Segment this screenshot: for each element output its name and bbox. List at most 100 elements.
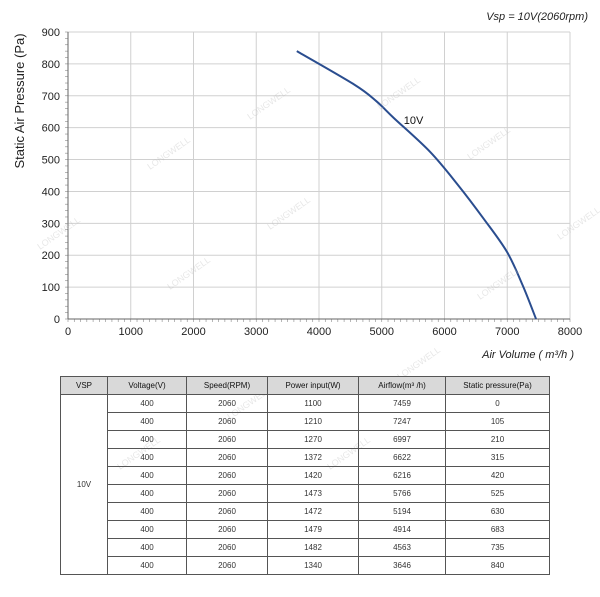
airflow-cell: 4563 <box>358 538 446 557</box>
table-row: 400 2060 1372 6622 315 <box>61 448 550 467</box>
table-row: 400 2060 1472 5194 630 <box>61 502 550 521</box>
chart-grid <box>67 31 571 320</box>
pressure-cell: 525 <box>445 484 550 503</box>
power-cell: 1372 <box>267 448 359 467</box>
power-cell: 1210 <box>267 412 359 431</box>
airflow-cell: 6622 <box>358 448 446 467</box>
x-axis-label: Air Volume ( m³/h ) <box>481 349 574 361</box>
y-tick-label: 300 <box>42 218 60 230</box>
x-tick-label: 5000 <box>370 326 394 338</box>
pressure-cell: 105 <box>445 412 550 431</box>
airflow-cell: 7247 <box>358 412 446 431</box>
y-tick-label: 100 <box>42 282 60 294</box>
chart-title: Vsp = 10V(2060rpm) <box>486 11 588 23</box>
header-voltage: Voltage(V) <box>107 376 187 395</box>
pressure-cell: 840 <box>445 556 550 575</box>
pressure-cell: 0 <box>445 394 550 413</box>
table-row: 400 2060 1479 4914 683 <box>61 520 550 539</box>
airflow-cell: 6997 <box>358 430 446 449</box>
header-pressure: Static pressure(Pa) <box>445 376 550 395</box>
chart-series: 10V <box>296 50 537 320</box>
header-power: Power input(W) <box>267 376 359 395</box>
x-tick-label: 0 <box>65 326 71 338</box>
airflow-cell: 7459 <box>358 394 446 413</box>
speed-cell: 2060 <box>186 430 268 449</box>
series-line-10V <box>296 50 537 320</box>
airflow-cell: 6216 <box>358 466 446 485</box>
x-tick-label: 2000 <box>181 326 205 338</box>
header-vsp: VSP <box>60 376 108 395</box>
voltage-cell: 400 <box>107 430 187 449</box>
y-tick-label: 200 <box>42 250 60 262</box>
table-row: 400 2060 1482 4563 735 <box>61 538 550 557</box>
y-tick-labels: 0 100 200 300 400 500 600 700 800 900 <box>42 27 60 326</box>
speed-cell: 2060 <box>186 556 268 575</box>
pressure-cell: 315 <box>445 448 550 467</box>
table-row: 400 2060 1270 6997 210 <box>61 430 550 449</box>
voltage-cell: 400 <box>107 520 187 539</box>
speed-cell: 2060 <box>186 520 268 539</box>
speed-cell: 2060 <box>186 412 268 431</box>
speed-cell: 2060 <box>186 484 268 503</box>
y-tick-label: 600 <box>42 123 60 135</box>
voltage-cell: 400 <box>107 394 187 413</box>
voltage-cell: 400 <box>107 556 187 575</box>
x-tick-label: 1000 <box>119 326 143 338</box>
voltage-cell: 400 <box>107 448 187 467</box>
airflow-cell: 5766 <box>358 484 446 503</box>
voltage-cell: 400 <box>107 538 187 557</box>
voltage-cell: 400 <box>107 502 187 521</box>
x-tick-label: 8000 <box>558 326 582 338</box>
y-tick-label: 900 <box>42 27 60 39</box>
speed-cell: 2060 <box>186 466 268 485</box>
header-speed: Speed(RPM) <box>186 376 268 395</box>
airflow-cell: 3646 <box>358 556 446 575</box>
power-cell: 1100 <box>267 394 359 413</box>
y-tick-label: 800 <box>42 59 60 71</box>
speed-cell: 2060 <box>186 538 268 557</box>
power-cell: 1479 <box>267 520 359 539</box>
voltage-cell: 400 <box>107 484 187 503</box>
table-row: 400 2060 1473 5766 525 <box>61 484 550 503</box>
fan-performance-chart: 0 1000 2000 3000 4000 5000 6000 7000 8000 0 100 20… <box>12 11 588 361</box>
series-label: 10V <box>404 115 424 127</box>
x-tick-label: 6000 <box>432 326 456 338</box>
performance-table: VSP Voltage(V) Speed(RPM) Power input(W)… <box>60 376 550 575</box>
x-tick-label: 7000 <box>495 326 519 338</box>
airflow-cell: 4914 <box>358 520 446 539</box>
power-cell: 1482 <box>267 538 359 557</box>
x-tick-labels: 0 1000 2000 3000 4000 5000 6000 7000 8000 <box>65 326 582 338</box>
table-header-row: VSP Voltage(V) Speed(RPM) Power input(W)… <box>60 376 550 395</box>
pressure-cell: 735 <box>445 538 550 557</box>
y-tick-label: 500 <box>42 155 60 167</box>
x-tick-label: 3000 <box>244 326 268 338</box>
chart-axes <box>65 31 571 322</box>
power-cell: 1270 <box>267 430 359 449</box>
power-cell: 1420 <box>267 466 359 485</box>
power-cell: 1340 <box>267 556 359 575</box>
x-tick-label: 4000 <box>307 326 331 338</box>
y-axis-label: Static Air Pressure (Pa) <box>12 33 27 168</box>
pressure-cell: 420 <box>445 466 550 485</box>
table-row: 10V 400 2060 1100 7459 0 <box>60 394 550 575</box>
vsp-cell: 10V <box>60 394 108 575</box>
table-row: 400 2060 1420 6216 420 <box>61 466 550 485</box>
table-body: 10V 400 2060 1100 7459 0 400 2060 1210 7247 105 400… <box>60 394 550 575</box>
speed-cell: 2060 <box>186 448 268 467</box>
voltage-cell: 400 <box>107 466 187 485</box>
y-tick-label: 0 <box>54 314 60 326</box>
header-airflow: Airflow(m³ /h) <box>358 376 446 395</box>
pressure-cell: 630 <box>445 502 550 521</box>
speed-cell: 2060 <box>186 502 268 521</box>
power-cell: 1472 <box>267 502 359 521</box>
airflow-cell: 5194 <box>358 502 446 521</box>
y-tick-label: 400 <box>42 186 60 198</box>
pressure-cell: 210 <box>445 430 550 449</box>
power-cell: 1473 <box>267 484 359 503</box>
table-row: 400 2060 1340 3646 840 <box>61 556 550 575</box>
table-row: 400 2060 1210 7247 105 <box>61 412 550 431</box>
voltage-cell: 400 <box>107 412 187 431</box>
speed-cell: 2060 <box>186 394 268 413</box>
y-tick-label: 700 <box>42 91 60 103</box>
pressure-cell: 683 <box>445 520 550 539</box>
